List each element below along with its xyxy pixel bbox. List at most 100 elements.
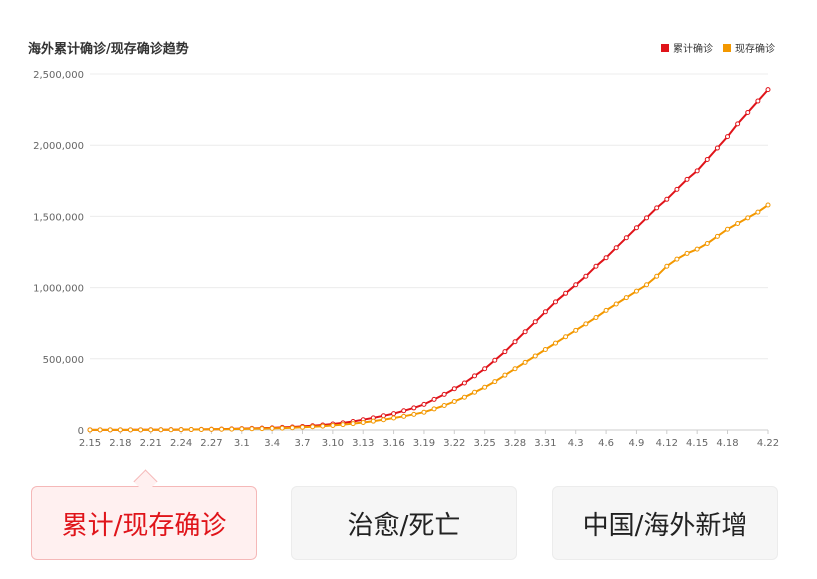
- data-point-1: [573, 327, 579, 333]
- x-tick-label: 3.19: [413, 438, 435, 449]
- data-point-1: [148, 427, 154, 433]
- data-point-0: [532, 319, 538, 325]
- data-point-1: [421, 409, 427, 415]
- data-point-0: [745, 109, 751, 115]
- x-tick-label: 3.16: [382, 438, 404, 449]
- x-tick-label: 2.21: [140, 438, 162, 449]
- data-point-0: [552, 299, 558, 305]
- x-tick-label: 3.31: [534, 438, 556, 449]
- x-tick-label: 3.4: [264, 438, 280, 449]
- tab-label: 累计/现存确诊: [61, 510, 227, 541]
- data-point-1: [411, 411, 417, 417]
- x-tick-label: 4.12: [656, 438, 678, 449]
- data-point-0: [593, 263, 599, 269]
- x-tick-label: 4.6: [598, 438, 614, 449]
- data-point-1: [360, 419, 366, 425]
- data-point-1: [198, 426, 204, 432]
- x-tick-label: 4.18: [716, 438, 738, 449]
- data-point-1: [188, 427, 194, 433]
- data-point-0: [725, 134, 731, 140]
- data-point-1: [269, 425, 275, 431]
- legend-swatch-cumulative: [661, 43, 669, 52]
- data-point-0: [441, 391, 447, 397]
- data-point-1: [765, 202, 771, 208]
- legend-label-cumulative: 累计确诊: [673, 44, 713, 55]
- data-point-1: [633, 288, 639, 294]
- data-point-1: [138, 427, 144, 433]
- tab-china-overseas-new[interactable]: 中国/海外新增: [552, 486, 778, 560]
- data-point-0: [482, 366, 488, 372]
- data-point-0: [674, 186, 680, 192]
- data-point-1: [330, 422, 336, 428]
- x-tick-label: 2.27: [200, 438, 222, 449]
- data-point-1: [654, 273, 660, 279]
- data-point-0: [391, 411, 397, 417]
- x-tick-label: 3.22: [443, 438, 465, 449]
- data-point-1: [380, 417, 386, 423]
- data-point-0: [431, 396, 437, 402]
- legend-item-current[interactable]: 现存确诊: [723, 40, 775, 55]
- data-point-1: [310, 424, 316, 430]
- x-tick-label: 3.1: [234, 438, 250, 449]
- data-point-1: [502, 372, 508, 378]
- data-point-0: [461, 380, 467, 386]
- data-point-0: [472, 373, 478, 379]
- data-point-1: [208, 426, 214, 432]
- data-point-1: [289, 425, 295, 431]
- data-point-1: [552, 340, 558, 346]
- tab-cumulative-current[interactable]: 累计/现存确诊: [31, 486, 257, 560]
- data-point-0: [492, 357, 498, 363]
- data-point-1: [735, 221, 741, 227]
- data-point-0: [603, 255, 609, 261]
- data-point-1: [482, 384, 488, 390]
- data-point-1: [492, 379, 498, 385]
- x-tick-label: 2.24: [170, 438, 192, 449]
- data-point-1: [714, 233, 720, 239]
- data-point-0: [765, 87, 771, 93]
- data-point-1: [603, 307, 609, 313]
- data-point-1: [593, 315, 599, 321]
- legend-swatch-current: [723, 43, 731, 52]
- tab-label: 治愈/死亡: [347, 510, 461, 541]
- data-point-1: [441, 403, 447, 409]
- data-point-1: [340, 422, 346, 428]
- x-tick-label: 4.3: [568, 438, 584, 449]
- x-tick-label: 3.28: [504, 438, 526, 449]
- tab-recovered-deaths[interactable]: 治愈/死亡: [291, 486, 517, 560]
- x-tick-label: 3.7: [295, 438, 311, 449]
- legend-item-cumulative[interactable]: 累计确诊: [661, 40, 713, 55]
- x-tick-label: 2.18: [109, 438, 131, 449]
- x-tick-label: 4.9: [628, 438, 644, 449]
- data-point-0: [654, 205, 660, 211]
- x-tick-label: 3.13: [352, 438, 374, 449]
- data-point-0: [755, 98, 761, 104]
- x-tick-label: 3.10: [322, 438, 344, 449]
- data-point-0: [684, 176, 690, 182]
- data-point-1: [239, 426, 245, 432]
- x-tick-label: 3.25: [474, 438, 496, 449]
- data-point-0: [714, 145, 720, 151]
- chart-area: 海外累计确诊/现存确诊趋势 累计确诊 现存确诊 0 500,000 1,000,00…: [28, 40, 779, 449]
- data-point-0: [502, 349, 508, 355]
- data-point-1: [370, 418, 376, 424]
- x-tick-label: 4.15: [686, 438, 708, 449]
- y-tick-label: 1,000,000: [33, 284, 84, 295]
- data-point-0: [664, 196, 670, 202]
- data-point-1: [522, 359, 528, 365]
- data-point-0: [542, 309, 548, 315]
- data-point-1: [168, 427, 174, 433]
- x-tick-label: 4.22: [757, 438, 779, 449]
- data-point-1: [623, 295, 629, 301]
- data-point-1: [219, 426, 225, 432]
- data-point-0: [421, 401, 427, 407]
- data-point-1: [229, 426, 235, 432]
- data-point-1: [451, 399, 457, 405]
- y-tick-label: 2,000,000: [33, 141, 84, 152]
- y-tick-label: 2,500,000: [33, 70, 84, 81]
- data-point-0: [613, 245, 619, 251]
- data-point-1: [391, 415, 397, 421]
- data-point-1: [684, 250, 690, 256]
- data-point-0: [583, 273, 589, 279]
- data-point-0: [694, 168, 700, 174]
- data-point-0: [633, 225, 639, 231]
